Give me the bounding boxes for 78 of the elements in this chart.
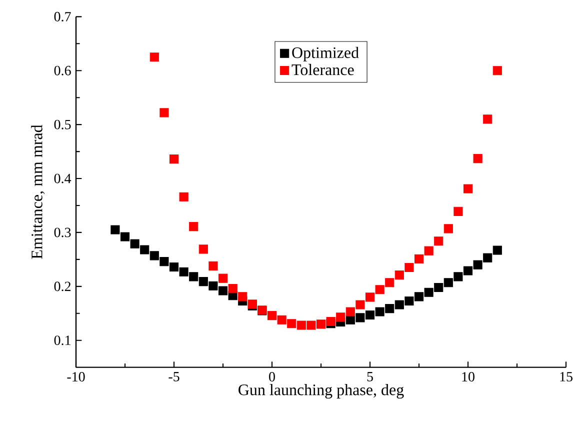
point <box>492 66 502 76</box>
point <box>365 292 375 302</box>
point <box>385 304 394 314</box>
point <box>150 251 159 260</box>
point <box>463 184 473 194</box>
point <box>238 292 248 302</box>
point <box>414 292 424 302</box>
point <box>483 114 492 124</box>
y-tick-label: 0.7 <box>54 12 71 22</box>
y-tick-label: 0.3 <box>54 228 71 238</box>
point <box>160 257 169 266</box>
point <box>356 300 365 310</box>
point <box>228 284 238 294</box>
point <box>356 313 365 322</box>
point <box>492 246 502 255</box>
point <box>414 254 424 264</box>
legend-label: Tolerance <box>292 64 354 76</box>
point <box>424 246 434 256</box>
point <box>287 319 296 328</box>
point <box>306 320 316 330</box>
legend-label: Optimized <box>292 46 359 62</box>
point <box>424 288 434 297</box>
point <box>120 232 130 242</box>
y-axis-title: Emittance, mm mrad <box>31 124 45 259</box>
point <box>169 154 179 164</box>
x-tick-label: 5 <box>367 372 373 382</box>
point <box>208 281 218 290</box>
point <box>404 296 414 306</box>
y-tick-label: 0.5 <box>54 120 71 130</box>
point <box>189 272 198 282</box>
point <box>454 272 463 282</box>
point <box>140 245 150 254</box>
y-tick-label: 0.1 <box>54 336 70 346</box>
point <box>218 274 228 283</box>
point <box>208 261 218 270</box>
point <box>346 307 355 316</box>
x-tick-label: 10 <box>462 372 474 382</box>
point <box>444 224 453 234</box>
point <box>267 311 277 320</box>
point <box>198 244 208 254</box>
point <box>375 285 384 294</box>
point <box>179 267 188 276</box>
y-tick-label: 0.4 <box>54 174 72 184</box>
point <box>444 278 453 288</box>
x-tick-label: 15 <box>560 372 572 382</box>
point <box>365 310 375 320</box>
point <box>218 286 228 296</box>
y-tick-label: 0.6 <box>54 66 71 76</box>
point <box>316 320 326 329</box>
x-tick-label: -10 <box>67 372 85 382</box>
point <box>404 262 414 272</box>
x-tick-label: -5 <box>168 372 180 382</box>
point <box>198 277 208 286</box>
point <box>296 320 306 330</box>
point <box>483 253 492 262</box>
point <box>434 236 444 246</box>
point <box>473 154 482 164</box>
point <box>454 206 463 216</box>
point <box>169 262 179 272</box>
point <box>179 192 188 202</box>
point <box>150 52 159 62</box>
point <box>375 307 384 316</box>
point <box>434 282 444 292</box>
point <box>463 266 473 276</box>
point <box>189 222 198 232</box>
y-tick-label: 0.2 <box>54 282 71 292</box>
point <box>394 300 404 310</box>
point <box>277 315 286 324</box>
point <box>326 316 336 326</box>
point <box>130 239 140 248</box>
x-tick-label: 0 <box>269 372 275 382</box>
point <box>394 270 404 280</box>
point <box>473 260 482 270</box>
point <box>336 312 346 322</box>
x-axis-title: Gun launching phase, deg <box>238 384 404 399</box>
point <box>110 225 120 234</box>
point <box>160 108 169 118</box>
point <box>385 278 394 288</box>
